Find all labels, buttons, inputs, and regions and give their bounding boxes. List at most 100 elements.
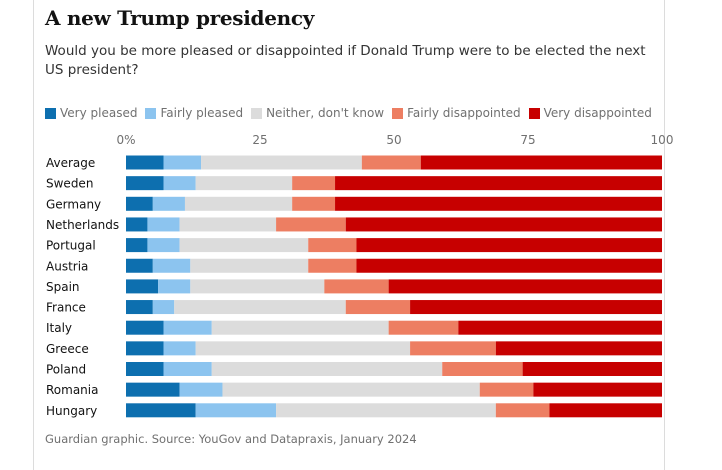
x-tick-label: 0% bbox=[116, 133, 135, 147]
category-label: Average bbox=[46, 156, 95, 170]
bar-segment bbox=[410, 341, 496, 356]
category-label: France bbox=[46, 301, 86, 315]
bar-segment bbox=[163, 155, 202, 170]
category-label: Netherlands bbox=[46, 218, 119, 232]
category-label: Germany bbox=[46, 197, 101, 211]
bar-segment bbox=[211, 362, 443, 376]
bar-segment bbox=[292, 176, 336, 191]
category-label: Italy bbox=[46, 321, 72, 335]
bar-segment bbox=[420, 155, 662, 170]
category-label: Hungary bbox=[46, 404, 97, 418]
bar-segment bbox=[195, 176, 293, 191]
bar-segment bbox=[549, 403, 662, 418]
bar-segment bbox=[126, 258, 153, 273]
bar-segment bbox=[479, 382, 534, 397]
bar-segment bbox=[179, 382, 223, 397]
legend-swatch bbox=[45, 107, 56, 119]
bar-segment bbox=[163, 341, 196, 356]
bar-segment bbox=[356, 258, 662, 273]
bar-segment bbox=[190, 279, 325, 294]
bar-segment bbox=[495, 341, 662, 356]
bar-segment bbox=[345, 300, 411, 315]
legend-swatch bbox=[392, 107, 404, 119]
legend-label: Very pleased bbox=[60, 106, 138, 120]
bar-segment bbox=[126, 217, 148, 232]
bar-segment bbox=[126, 403, 196, 418]
bar-segment bbox=[211, 320, 389, 335]
bar-segment bbox=[163, 176, 196, 191]
legend-item-very-disappointed: Very disappointed bbox=[528, 106, 652, 120]
legend-swatch bbox=[528, 107, 540, 119]
x-tick-label: 100 bbox=[651, 133, 674, 147]
bar-segment bbox=[195, 403, 277, 418]
bar-segment bbox=[324, 279, 389, 294]
chart-frame bbox=[33, 0, 665, 470]
bar-segment bbox=[126, 279, 159, 294]
legend-swatch bbox=[251, 107, 263, 119]
legend-swatch bbox=[145, 107, 157, 119]
bar-segment bbox=[388, 320, 459, 335]
bar-segment bbox=[335, 196, 662, 211]
category-label: Sweden bbox=[46, 177, 93, 191]
bar-segment bbox=[190, 258, 309, 273]
bar-segment bbox=[533, 382, 662, 397]
category-label: Romania bbox=[46, 383, 98, 397]
bar-segment bbox=[147, 238, 180, 253]
bar-segment bbox=[126, 176, 164, 191]
legend-label: Neither, don't know bbox=[266, 106, 385, 120]
bar-segment bbox=[292, 196, 336, 211]
legend-item-neither: Neither, don't know bbox=[251, 106, 384, 120]
bar-segment bbox=[163, 362, 212, 376]
x-tick-label: 50 bbox=[386, 133, 401, 147]
bar-segment bbox=[522, 362, 662, 376]
legend-label: Fairly pleased bbox=[160, 106, 244, 120]
bar-segment bbox=[195, 341, 411, 356]
bar-segment bbox=[345, 217, 662, 232]
bar-segment bbox=[126, 155, 164, 170]
chart-title: A new Trump presidency bbox=[45, 6, 315, 30]
category-label: Portugal bbox=[46, 239, 96, 253]
bar-segment bbox=[152, 196, 185, 211]
bar-segment bbox=[126, 300, 153, 315]
bar-segment bbox=[179, 238, 309, 253]
category-label: Austria bbox=[46, 259, 88, 273]
legend-item-very-pleased: Very pleased bbox=[45, 106, 137, 120]
bar-segment bbox=[174, 300, 346, 315]
bar-segment bbox=[335, 176, 662, 191]
legend-label: Fairly disappointed bbox=[407, 106, 521, 120]
bar-segment bbox=[495, 403, 550, 418]
bar-segment bbox=[152, 258, 191, 273]
bar-segment bbox=[158, 279, 191, 294]
bar-segment bbox=[458, 320, 662, 335]
bar-segment bbox=[442, 362, 523, 376]
bar-segment bbox=[126, 238, 148, 253]
bar-segment bbox=[276, 403, 496, 418]
category-label: Greece bbox=[46, 342, 89, 356]
chart-subtitle: Would you be more pleased or disappointe… bbox=[45, 43, 646, 78]
bar-segment bbox=[201, 155, 362, 170]
bar-segment bbox=[126, 320, 164, 335]
legend-item-fairly-disappointed: Fairly disappointed bbox=[392, 106, 521, 120]
legend: Very pleased Fairly pleased Neither, don… bbox=[45, 104, 660, 122]
bar-segment bbox=[126, 196, 153, 211]
bar-segment bbox=[410, 300, 662, 315]
bar-segment bbox=[356, 238, 662, 253]
x-tick-label: 25 bbox=[252, 133, 267, 147]
bar-segment bbox=[222, 382, 480, 397]
bar-segment bbox=[163, 320, 212, 335]
legend-item-fairly-pleased: Fairly pleased bbox=[145, 106, 243, 120]
bar-segment bbox=[152, 300, 175, 315]
x-tick-label: 75 bbox=[520, 133, 535, 147]
category-label: Poland bbox=[46, 363, 86, 377]
bar-segment bbox=[126, 362, 164, 376]
bar-segment bbox=[126, 341, 164, 356]
bar-segment bbox=[147, 217, 180, 232]
bar-segment bbox=[276, 217, 346, 232]
bar-segment bbox=[308, 238, 357, 253]
bar-segment bbox=[184, 196, 293, 211]
category-label: Spain bbox=[46, 280, 80, 294]
legend-label: Very disappointed bbox=[543, 106, 652, 120]
bar-segment bbox=[126, 382, 180, 397]
bar-segment bbox=[308, 258, 357, 273]
